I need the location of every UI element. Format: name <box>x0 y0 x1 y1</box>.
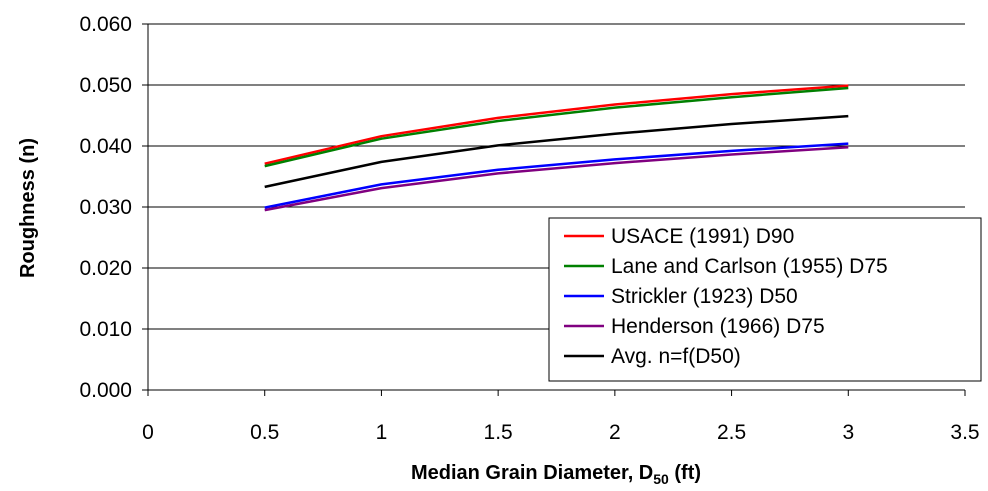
x-axis-title-suffix: (ft) <box>669 462 701 484</box>
legend-label: Henderson (1966) D75 <box>611 315 825 338</box>
legend: USACE (1991) D90 Lane and Carlson (1955) … <box>548 217 982 382</box>
y-tick-label: 0.000 <box>79 379 132 402</box>
series-line-5 <box>264 114 849 189</box>
y-ticks: 0.000 0.010 0.020 0.030 0.040 0.050 0.060 <box>79 13 148 402</box>
legend-label: Lane and Carlson (1955) D75 <box>611 255 888 278</box>
x-axis-title-main: Median Grain Diameter, D <box>411 462 653 484</box>
x-tick-label: 2.5 <box>717 421 746 444</box>
x-tick-label: 1 <box>376 421 388 444</box>
x-ticks: 0 0.5 1 1.5 2 2.5 3 3.5 <box>142 390 980 444</box>
x-tick-label: 2 <box>609 421 621 444</box>
x-axis-title-subscript: 50 <box>653 471 669 487</box>
y-tick-label: 0.060 <box>79 13 132 36</box>
legend-label: Avg. n=f(D50) <box>611 345 741 368</box>
y-tick-label: 0.050 <box>79 74 132 97</box>
y-tick-label: 0.020 <box>79 257 132 280</box>
y-tick-label: 0.010 <box>79 318 132 341</box>
y-tick-label: 0.030 <box>79 196 132 219</box>
legend-box <box>548 217 982 382</box>
y-tick-label: 0.040 <box>79 135 132 158</box>
series-line-3 <box>264 142 849 209</box>
x-tick-label: 1.5 <box>484 421 513 444</box>
y-axis-title: Roughness (n) <box>17 138 39 278</box>
x-tick-label: 0 <box>142 421 154 444</box>
series-lines <box>264 84 849 212</box>
x-axis-title: Median Grain Diameter, D50 (ft) <box>411 462 701 487</box>
series-line-4 <box>264 145 849 212</box>
x-tick-label: 0.5 <box>250 421 279 444</box>
x-tick-label: 3 <box>842 421 854 444</box>
x-tick-label: 3.5 <box>950 421 979 444</box>
series-line-1 <box>264 84 849 165</box>
legend-label: USACE (1991) D90 <box>611 225 794 248</box>
legend-label: Strickler (1923) D50 <box>611 285 798 308</box>
series-line-2 <box>264 86 849 168</box>
